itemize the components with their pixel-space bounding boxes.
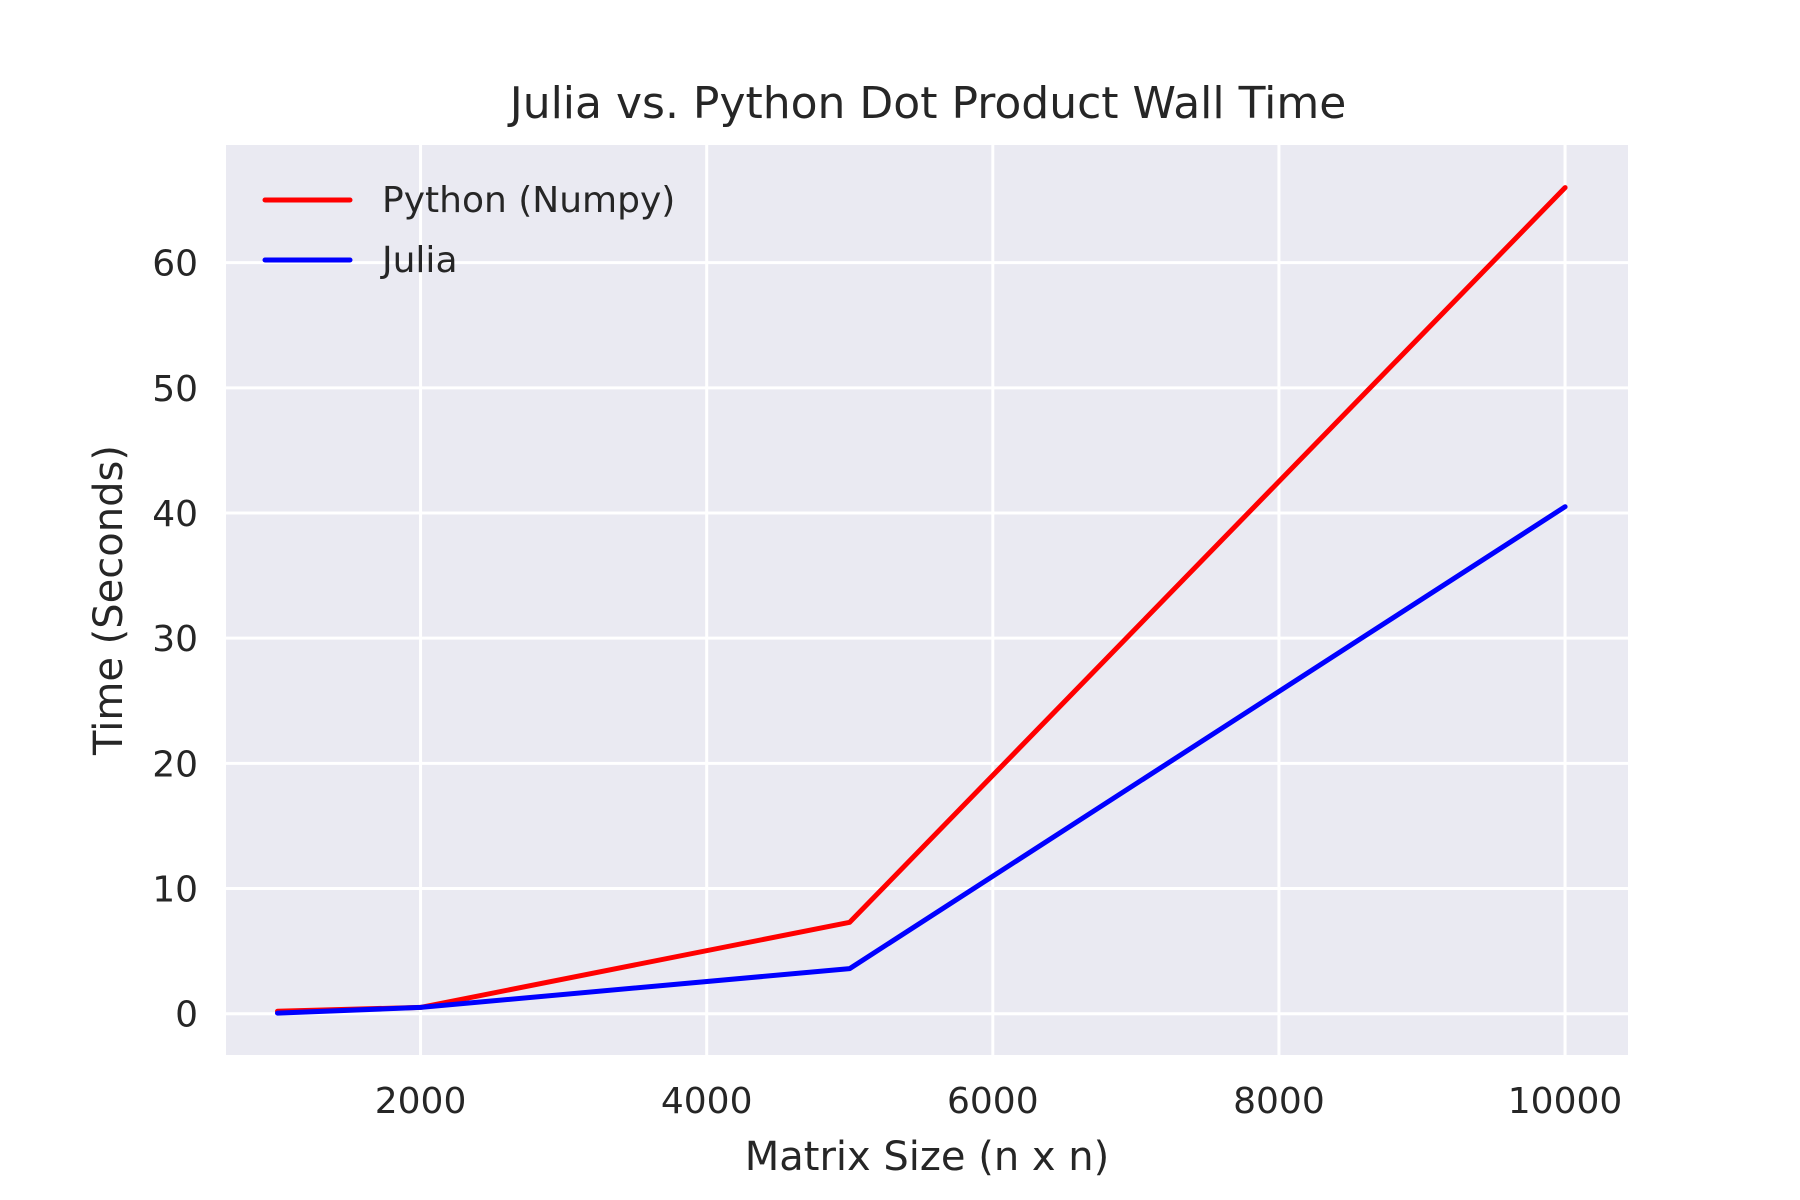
plot-area	[226, 145, 1628, 1055]
chart-title: Julia vs. Python Dot Product Wall Time	[507, 78, 1347, 129]
x-tick-label: 8000	[1233, 1081, 1325, 1122]
x-axis-ticks: 2000 4000 6000 8000 10000	[375, 1081, 1623, 1122]
y-tick-label: 60	[152, 244, 198, 285]
x-tick-label: 2000	[375, 1081, 467, 1122]
legend: Python (Numpy) Julia	[262, 180, 675, 281]
y-tick-label: 30	[152, 619, 198, 660]
x-tick-label: 10000	[1508, 1081, 1623, 1122]
x-tick-label: 4000	[661, 1081, 753, 1122]
legend-label: Python (Numpy)	[382, 180, 675, 221]
x-tick-label: 6000	[947, 1081, 1039, 1122]
y-axis-ticks: 0 10 20 30 40 50 60	[152, 244, 198, 1036]
y-tick-label: 10	[152, 870, 198, 911]
legend-label: Julia	[380, 240, 458, 281]
grid-lines	[226, 145, 1628, 1055]
y-axis-label: Time (Seconds)	[86, 445, 132, 756]
series-lines	[275, 185, 1568, 1016]
y-tick-label: 40	[152, 494, 198, 535]
y-tick-label: 20	[152, 744, 198, 785]
y-tick-label: 50	[152, 369, 198, 410]
series-line-julia	[275, 504, 1568, 1016]
x-axis-label: Matrix Size (n x n)	[745, 1134, 1110, 1180]
y-tick-label: 0	[175, 995, 198, 1036]
